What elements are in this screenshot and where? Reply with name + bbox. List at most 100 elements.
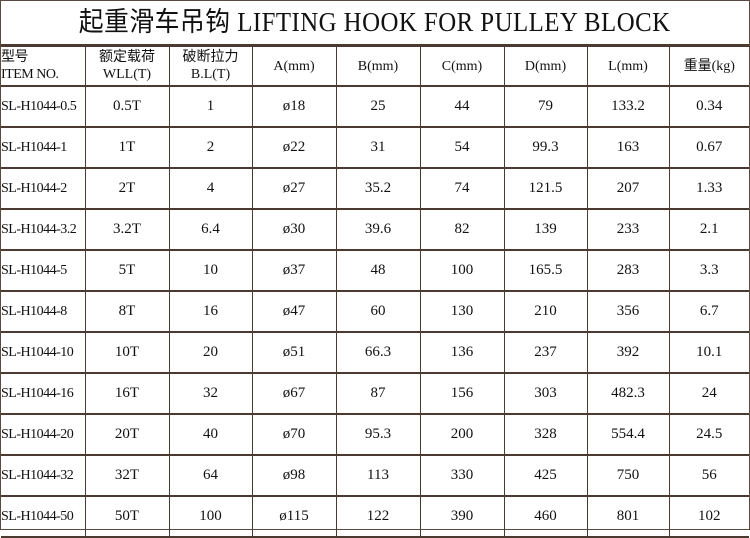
table-cell: 1.33 — [668, 167, 749, 210]
table-cell: 79 — [503, 85, 588, 128]
table-cell: 113 — [335, 454, 421, 497]
column-header: B(mm) — [335, 46, 421, 87]
table-cell: 0.5T — [84, 85, 170, 128]
table-cell: 425 — [503, 454, 588, 497]
header-sublabel: B.L(T) — [190, 67, 231, 82]
header-sublabel: WLL(T) — [102, 67, 152, 82]
table-cell: ø67 — [251, 372, 337, 415]
item-no-cell: SL-H1044-10 — [1, 331, 86, 374]
table-cell: ø27 — [251, 167, 337, 210]
table-cell: 237 — [503, 331, 588, 374]
header-label: A(mm) — [273, 58, 315, 74]
title-text: 起重滑车吊钩 LIFTING HOOK FOR PULLEY BLOCK — [79, 7, 671, 37]
column-header: 额定载荷 WLL(T) — [84, 46, 170, 87]
table-cell: 121.5 — [503, 167, 588, 210]
column-header: A(mm) — [251, 46, 337, 87]
spec-table: 型号 ITEM NO. 额定载荷 WLL(T) 破断拉力 B.L(T) A(mm) B(mm)… — [1, 46, 749, 538]
table-cell: 35.2 — [335, 167, 421, 210]
table-cell: 4 — [168, 167, 253, 210]
table-cell: 10T — [84, 331, 170, 374]
table-cell: 20T — [84, 413, 170, 456]
item-no-cell: SL-H1044-2 — [1, 167, 86, 210]
item-no-cell: SL-H1044-3.2 — [1, 208, 86, 251]
table-cell: 356 — [586, 290, 670, 333]
table-cell: 3.2T — [84, 208, 170, 251]
header-label: C(mm) — [441, 58, 483, 74]
column-header: L(mm) — [586, 46, 670, 87]
item-no-cell: SL-H1044-50 — [1, 495, 86, 538]
table-cell: ø98 — [251, 454, 337, 497]
table-cell: 8T — [84, 290, 170, 333]
table-cell: 392 — [586, 331, 670, 374]
table-cell: 5T — [84, 249, 170, 292]
table-cell: 3.3 — [668, 249, 749, 292]
table-cell: 56 — [668, 454, 749, 497]
table-cell: 0.67 — [668, 126, 749, 169]
table-cell: 390 — [419, 495, 505, 538]
table-row: SL-H1044-8 8T 16 ø47 60 130 210 356 6.7 — [1, 290, 749, 333]
table-row: SL-H1044-3.2 3.2T 6.4 ø30 39.6 82 139 233 2.1 — [1, 208, 749, 251]
table-cell: 24.5 — [668, 413, 749, 456]
header-row: 型号 ITEM NO. 额定载荷 WLL(T) 破断拉力 B.L(T) A(mm) B(mm)… — [1, 46, 749, 87]
table-cell: 10.1 — [668, 331, 749, 374]
table-row: SL-H1044-20 20T 40 ø70 95.3 200 328 554.4 24.5 — [1, 413, 749, 456]
table-row: SL-H1044-10 10T 20 ø51 66.3 136 237 392 10.1 — [1, 331, 749, 374]
table-cell: 165.5 — [503, 249, 588, 292]
item-no-cell: SL-H1044-1 — [1, 126, 86, 169]
item-no-cell: SL-H1044-20 — [1, 413, 86, 456]
table-cell: 2 — [168, 126, 253, 169]
table-cell: 303 — [503, 372, 588, 415]
table-row: SL-H1044-1 1T 2 ø22 31 54 99.3 163 0.67 — [1, 126, 749, 169]
table-cell: 6.4 — [168, 208, 253, 251]
table-cell: 163 — [586, 126, 670, 169]
table-cell: ø22 — [251, 126, 337, 169]
table-cell: ø47 — [251, 290, 337, 333]
table-cell: 40 — [168, 413, 253, 456]
table-cell: 20 — [168, 331, 253, 374]
table-cell: ø70 — [251, 413, 337, 456]
table-cell: 10 — [168, 249, 253, 292]
table-cell: 554.4 — [586, 413, 670, 456]
table-cell: 95.3 — [335, 413, 421, 456]
table-cell: 139 — [503, 208, 588, 251]
header-label: L(mm) — [608, 58, 648, 74]
table-cell: 283 — [586, 249, 670, 292]
header-label: 额定载荷 — [99, 50, 155, 65]
table-row: SL-H1044-16 16T 32 ø67 87 156 303 482.3 24 — [1, 372, 749, 415]
table-cell: 200 — [419, 413, 505, 456]
table-cell: 136 — [419, 331, 505, 374]
table-cell: 82 — [419, 208, 505, 251]
table-cell: 102 — [668, 495, 749, 538]
table-cell: 1 — [168, 85, 253, 128]
column-header: 型号 ITEM NO. — [1, 46, 86, 87]
table-cell: 156 — [419, 372, 505, 415]
table-row: SL-H1044-32 32T 64 ø98 113 330 425 750 56 — [1, 454, 749, 497]
column-header: 破断拉力 B.L(T) — [168, 46, 253, 87]
column-header: D(mm) — [503, 46, 588, 87]
table-cell: 6.7 — [668, 290, 749, 333]
header-sublabel: ITEM NO. — [1, 67, 59, 82]
column-header: 重量(kg) — [668, 46, 749, 87]
table-cell: 210 — [503, 290, 588, 333]
header-label: D(mm) — [524, 58, 567, 74]
table-row: SL-H1044-50 50T 100 ø115 122 390 460 801 102 — [1, 495, 749, 538]
table-cell: 482.3 — [586, 372, 670, 415]
item-no-cell: SL-H1044-32 — [1, 454, 86, 497]
table-cell: 330 — [419, 454, 505, 497]
page-title: 起重滑车吊钩 LIFTING HOOK FOR PULLEY BLOCK — [1, 1, 749, 46]
table-cell: 0.34 — [668, 85, 749, 128]
table-cell: 66.3 — [335, 331, 421, 374]
table-cell: ø115 — [251, 495, 337, 538]
table-cell: 31 — [335, 126, 421, 169]
item-no-cell: SL-H1044-8 — [1, 290, 86, 333]
table-cell: 16T — [84, 372, 170, 415]
table-cell: 328 — [503, 413, 588, 456]
table-cell: 16 — [168, 290, 253, 333]
table-cell: 750 — [586, 454, 670, 497]
table-cell: 44 — [419, 85, 505, 128]
table-row: SL-H1044-2 2T 4 ø27 35.2 74 121.5 207 1.33 — [1, 167, 749, 210]
table-cell: ø18 — [251, 85, 337, 128]
table-cell: 100 — [168, 495, 253, 538]
table-cell: 60 — [335, 290, 421, 333]
